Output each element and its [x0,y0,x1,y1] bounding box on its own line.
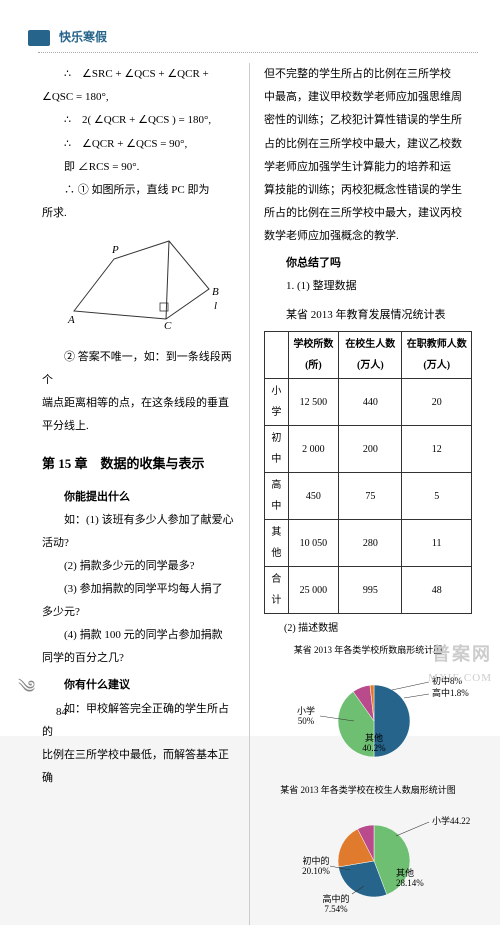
q-line: 同学的百分之几? [42,647,235,670]
para-line: 算技能的训练；丙校犯概念性错误的学生 [264,179,472,202]
eq-line: ∠QSC = 180°, [42,86,235,109]
subheading: 你总结了吗 [264,252,472,275]
svg-text:其他: 其他 [396,867,414,878]
subheading: 你有什么建议 [42,674,235,697]
table-row: 其他10 05028011 [265,520,472,567]
q-line: 如：(1) 该班有多少人参加了献爱心 [42,509,235,532]
table-row: 高中450755 [265,473,472,520]
table-row: 合计25 00099548 [265,567,472,614]
table-row: 初中2 00020012 [265,426,472,473]
two-columns: ∴ ∠SRC + ∠QCS + ∠QCR + ∠QSC = 180°, ∴ 2(… [42,63,474,925]
eq-line: ∴ 2( ∠QCR + ∠QCS ) = 180°, [42,109,235,132]
th: 学校所数(所) [288,332,338,379]
svg-text:50%: 50% [298,716,315,726]
page-header: 快乐寒假 [28,28,474,46]
svg-text:高中的: 高中的 [322,893,349,904]
subheading: 你能提出什么 [42,486,235,509]
q-line: 多少元? [42,601,235,624]
para-line: 学老师应加强学生计算能力的培养和运 [264,156,472,179]
item: 1. (1) 整理数据 [264,275,472,298]
header-title: 快乐寒假 [59,30,107,44]
svg-text:28.14%: 28.14% [396,878,424,888]
watermark: 普案网 [432,640,492,666]
svg-text:其他: 其他 [365,732,383,743]
right-column: 但不完整的学生所占的比例在三所学校 中最高，建议甲校数学老师应加强思维周 密性的… [250,63,472,925]
fig-label-p: P [111,244,119,256]
result-line: ∴ ① 如图所示，直线 PC 即为 [42,179,235,202]
page-number: 84 [56,706,67,718]
dotted-rule [38,52,478,53]
table-caption: 某省 2013 年教育发展情况统计表 [264,304,472,327]
stats-table: 学校所数(所) 在校生人数(万人) 在职教师人数(万人) 小学12 500440… [264,331,472,614]
eq-line: ∴ ∠QCR + ∠QCS = 90°, [42,133,235,156]
result-line: 所求. [42,202,235,225]
para-line: 占的比例在三所学校中最大，建议乙校数 [264,133,472,156]
para-line: 但不完整的学生所占的比例在三所学校 [264,63,472,86]
svg-text:7.54%: 7.54% [324,904,348,914]
q-line: (3) 参加捐款的同学平均每人捐了 [42,578,235,601]
para-line: 密性的训练；乙校犯计算性错误的学生所 [264,109,472,132]
advice-line: 比例在三所学校中最低，而解答基本正确 [42,744,235,790]
pie-chart-2: 小学44.22% 其他28.14% 初中的20.10% 高中的7.54% [264,806,472,925]
svg-text:初中的: 初中的 [302,855,329,866]
svg-text:高中1.8%: 高中1.8% [432,687,469,698]
svg-text:小学: 小学 [297,705,315,716]
chapter-title: 第 15 章 数据的收集与表示 [42,450,235,477]
fig-label-a: A [67,314,75,326]
svg-text:小学44.22%: 小学44.22% [432,815,470,826]
th: 在职教师人数(万人) [402,332,472,379]
fig-label-c: C [164,320,172,331]
note-line: 端点距离相等的点，在这条线段的垂直 [42,392,235,415]
q-line: 活动? [42,532,235,555]
note-line: 平分线上. [42,415,235,438]
th: 在校生人数(万人) [339,332,402,379]
table-row: 小学12 50044020 [265,379,472,426]
geometry-figure: P A C B l [42,231,235,340]
eq-line: ∴ ∠SRC + ∠QCS + ∠QCR + [42,63,235,86]
para-line: 数学老师应加强概念的教学. [264,225,472,248]
item: (2) 描述数据 [264,618,472,639]
watermark-sub: MXIE.COM [428,672,492,684]
decorative-flourish: ༄ [18,668,35,718]
para-line: 中最高，建议甲校数学老师应加强思维周 [264,86,472,109]
svg-text:20.10%: 20.10% [302,866,330,876]
fig-label-b: B [212,286,219,298]
svg-text:40.2%: 40.2% [362,743,386,753]
para-line: 所占的比例在三所学校中最大，建议丙校 [264,202,472,225]
eq-line: 即 ∠RCS = 90°. [42,156,235,179]
fig-label-l: l [214,300,217,312]
th [265,332,289,379]
header-icon [28,30,50,46]
advice-line: 如：甲校解答完全正确的学生所占的 [42,698,235,744]
left-column: ∴ ∠SRC + ∠QCS + ∠QCR + ∠QSC = 180°, ∴ 2(… [42,63,250,925]
note-line: ② 答案不唯一，如：到一条线段两个 [42,346,235,392]
table-row: 学校所数(所) 在校生人数(万人) 在职教师人数(万人) [265,332,472,379]
page: 快乐寒假 ∴ ∠SRC + ∠QCS + ∠QCR + ∠QSC = 180°,… [0,0,500,736]
pie2-caption: 某省 2013 年各类学校在校生人数扇形统计图 [264,781,472,800]
q-line: (2) 捐款多少元的同学最多? [42,555,235,578]
q-line: (4) 捐款 100 元的同学占参加捐款 [42,624,235,647]
